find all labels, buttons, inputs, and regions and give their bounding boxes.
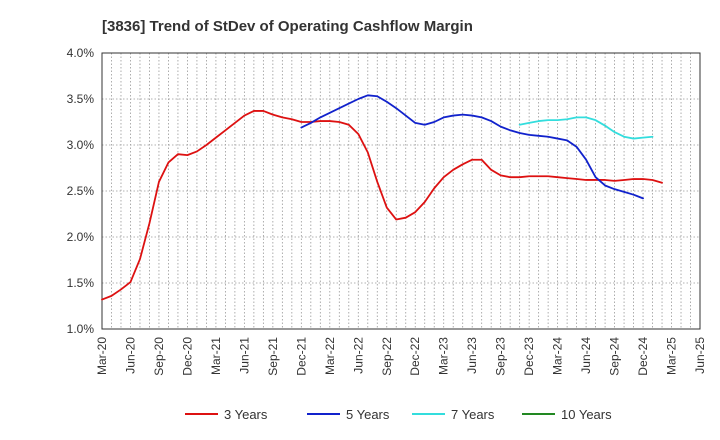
y-tick-label: 2.5%: [67, 184, 95, 198]
series-line-5-years: [300, 94, 644, 200]
x-tick-label: Mar-21: [209, 337, 223, 375]
series-lines: [101, 94, 663, 301]
legend-item: 5 Years: [307, 407, 390, 422]
x-tick-label: Jun-21: [237, 337, 251, 374]
y-tick-label: 1.5%: [67, 276, 95, 290]
x-tick-label: Sep-22: [380, 337, 394, 376]
x-tick-label: Dec-24: [636, 337, 650, 376]
legend-label: 5 Years: [346, 407, 390, 422]
x-tick-label: Mar-24: [551, 337, 565, 375]
legend-label: 10 Years: [561, 407, 612, 422]
legend-item: 3 Years: [185, 407, 268, 422]
legend-item: 10 Years: [522, 407, 612, 422]
x-tick-label: Sep-21: [266, 337, 280, 376]
x-tick-label: Mar-23: [437, 337, 451, 375]
y-tick-label: 2.0%: [67, 230, 95, 244]
y-tick-label: 3.5%: [67, 92, 95, 106]
x-tick-label: Jun-22: [351, 337, 365, 374]
chart-title: [3836] Trend of StDev of Operating Cashf…: [102, 18, 473, 35]
series-line-3-years: [101, 110, 663, 301]
y-tick-label: 4.0%: [67, 46, 95, 60]
x-tick-label: Mar-20: [95, 337, 109, 375]
x-tick-label: Dec-23: [522, 337, 536, 376]
plot-area: [101, 52, 701, 330]
x-tick-label: Mar-22: [323, 337, 337, 375]
y-tick-label: 3.0%: [67, 138, 95, 152]
legend: 3 Years 5 Years 7 Years 10 Years: [185, 407, 612, 422]
x-tick-label: Dec-22: [408, 337, 422, 376]
x-tick-label: Dec-21: [294, 337, 308, 376]
legend-item: 7 Years: [412, 407, 495, 422]
x-tick-label: Jun-24: [579, 337, 593, 374]
x-tick-label: Mar-25: [665, 337, 679, 375]
x-tick-label: Jun-20: [123, 337, 137, 374]
series-line-7-years: [518, 116, 654, 140]
legend-label: 3 Years: [224, 407, 268, 422]
legend-label: 7 Years: [451, 407, 495, 422]
x-tick-label: Jun-25: [693, 337, 707, 374]
grid: [101, 53, 701, 329]
x-tick-label: Sep-24: [608, 337, 622, 376]
x-tick-label: Dec-20: [180, 337, 194, 376]
x-tick-label: Sep-23: [494, 337, 508, 376]
y-axis: 1.0% 1.5% 2.0% 2.5% 3.0% 3.5% 4.0%: [67, 46, 95, 336]
y-tick-label: 1.0%: [67, 322, 95, 336]
x-tick-label: Sep-20: [152, 337, 166, 376]
x-axis: Mar-20 Jun-20 Sep-20 Dec-20 Mar-21 Jun-21 Sep-…: [95, 337, 707, 376]
x-tick-label: Jun-23: [465, 337, 479, 374]
